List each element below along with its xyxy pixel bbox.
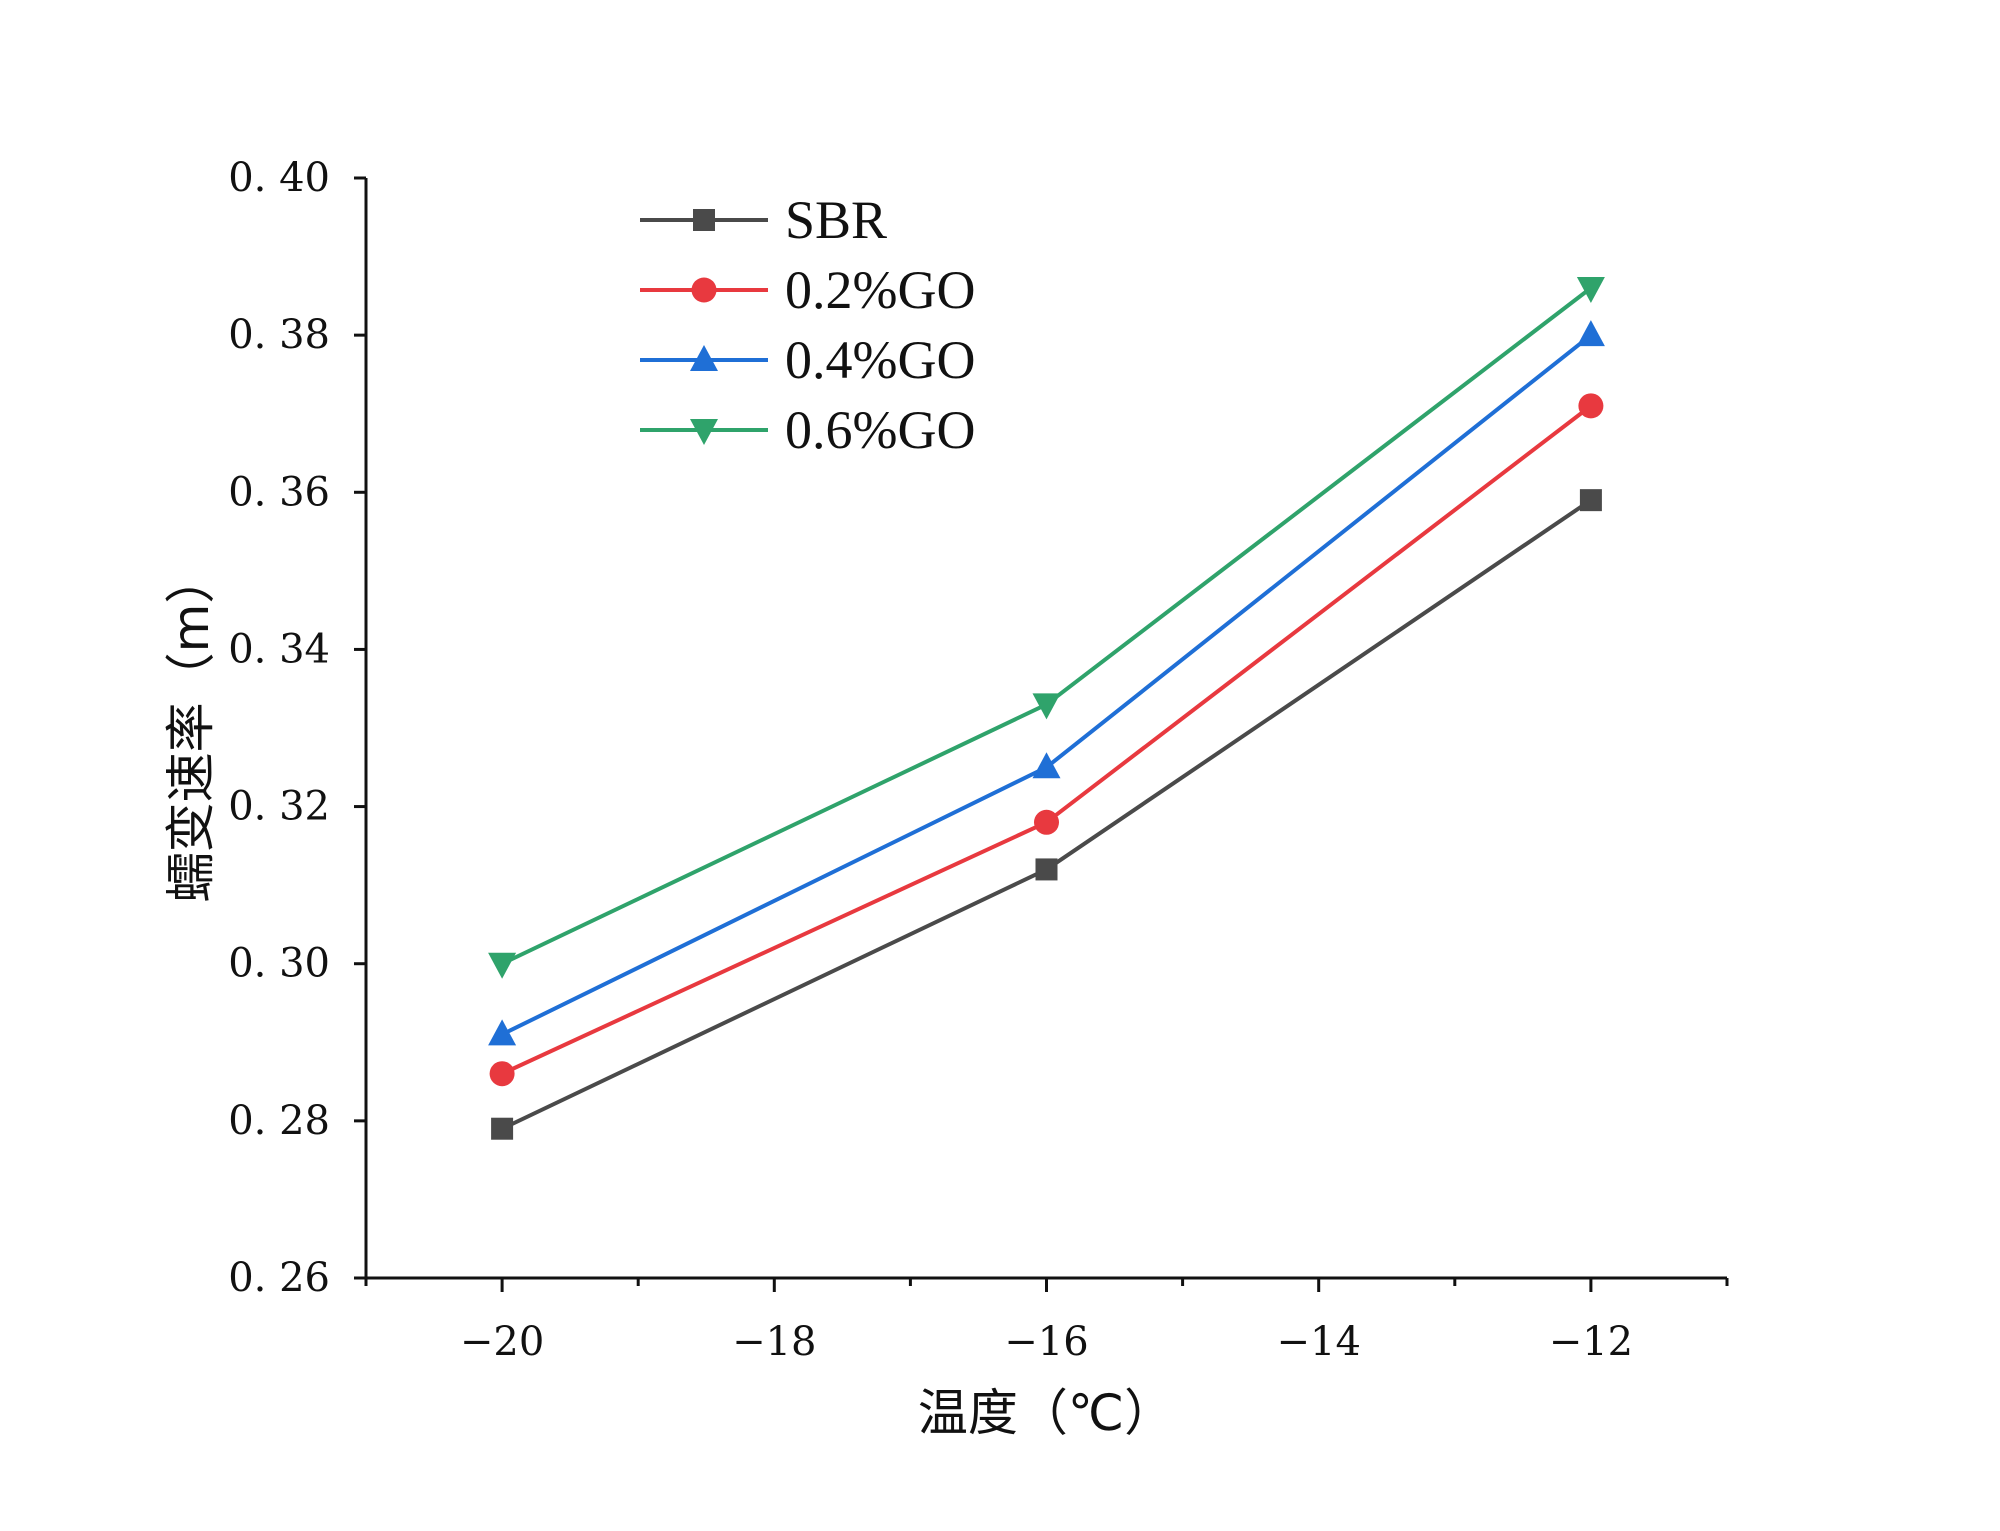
series-line <box>501 333 1593 1037</box>
legend-label: 0.6%GO <box>785 400 975 460</box>
series-0-4-go <box>488 320 1605 1046</box>
y-ticks: 0. 26 0. 28 0. 30 0. 32 0. 34 0. 36 0. 38 0. 40 <box>228 155 366 1301</box>
x-axis-title: 温度（℃） <box>918 1384 1174 1442</box>
x-tick-label: −16 <box>1004 1319 1088 1365</box>
legend-marker <box>690 345 718 371</box>
series-line <box>501 404 1593 1076</box>
legend-label: SBR <box>785 190 887 250</box>
legend-label: 0.4%GO <box>785 330 975 390</box>
y-tick-label: 0. 30 <box>228 941 330 987</box>
series-sbr <box>491 489 1602 1140</box>
y-tick-label: 0. 36 <box>228 469 330 515</box>
legend-item: 0.2%GO <box>640 260 975 320</box>
legend-item: 0.4%GO <box>640 330 975 390</box>
legend-marker <box>693 209 715 231</box>
series-0-6-go <box>488 277 1605 979</box>
data-point <box>1035 858 1058 881</box>
y-tick-label: 0. 28 <box>228 1098 330 1144</box>
data-point <box>1032 693 1061 720</box>
y-tick-label: 0. 26 <box>228 1255 330 1301</box>
axes <box>364 178 1727 1280</box>
x-tick-label: −14 <box>1276 1319 1360 1365</box>
legend-label: 0.2%GO <box>785 260 975 320</box>
y-tick-label: 0. 32 <box>228 784 330 830</box>
data-point <box>488 1019 517 1046</box>
data-point <box>1578 393 1604 419</box>
legend-item: 0.6%GO <box>640 400 975 460</box>
data-point <box>1032 752 1061 779</box>
data-point <box>1576 320 1605 347</box>
y-axis-title: 蠕变速率（m） <box>162 554 220 903</box>
x-tick-label: −20 <box>460 1319 544 1365</box>
data-point <box>489 1061 515 1087</box>
series <box>488 277 1605 1140</box>
x-tick-label: −12 <box>1549 1319 1633 1365</box>
data-point <box>1576 277 1605 303</box>
y-tick-label: 0. 38 <box>228 312 330 358</box>
data-point <box>491 1117 514 1140</box>
y-tick-label: 0. 40 <box>228 155 330 201</box>
legend-marker <box>690 419 718 445</box>
data-point <box>1579 489 1602 512</box>
x-tick-label: −18 <box>732 1319 816 1365</box>
data-point <box>488 952 517 979</box>
legend: SBR 0.2%GO 0.4%GO 0.6%GO <box>640 190 975 460</box>
y-tick-label: 0. 34 <box>228 626 330 672</box>
data-point <box>1034 809 1059 835</box>
x-ticks: −20 −18 −16 −14 −12 <box>364 1278 1729 1365</box>
series-0-2-go <box>489 393 1604 1087</box>
legend-item: SBR <box>640 190 887 250</box>
legend-marker <box>691 277 717 303</box>
